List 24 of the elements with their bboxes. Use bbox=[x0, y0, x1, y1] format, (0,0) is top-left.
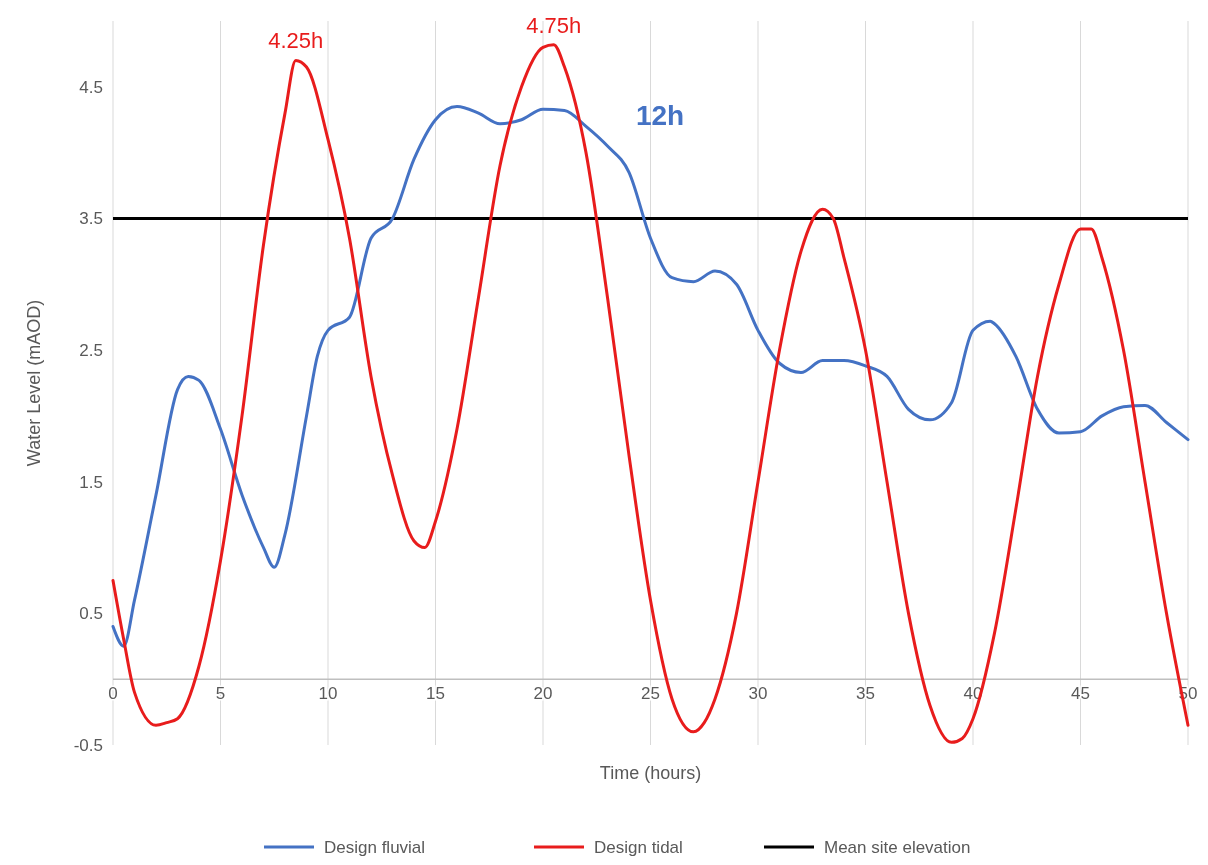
x-tick-label: 5 bbox=[215, 684, 226, 704]
y-tick-label: 3.5 bbox=[79, 209, 103, 229]
y-tick-label: -0.5 bbox=[73, 736, 103, 755]
x-tick-label: 20 bbox=[533, 684, 553, 704]
annotation: 4.75h bbox=[526, 12, 582, 38]
legend-label: Mean site elevation bbox=[824, 838, 971, 857]
y-tick-label: 4.5 bbox=[79, 77, 103, 97]
y-tick-label: 1.5 bbox=[79, 472, 103, 492]
annotation: 4.25h bbox=[268, 28, 324, 54]
y-axis-title: Water Level (mAOD) bbox=[24, 299, 44, 467]
y-tick-label: 0.5 bbox=[79, 604, 103, 624]
annotation: 12h bbox=[635, 100, 685, 131]
x-tick-label: 15 bbox=[426, 684, 445, 704]
x-tick-label: 35 bbox=[856, 684, 875, 704]
legend-label: Design tidal bbox=[594, 838, 683, 857]
x-tick-label: 25 bbox=[641, 684, 660, 704]
legend-label: Design fluvial bbox=[324, 838, 426, 857]
x-tick-label: 45 bbox=[1071, 684, 1090, 704]
x-tick-label: 0 bbox=[108, 684, 118, 704]
x-tick-label: 30 bbox=[748, 684, 768, 704]
x-axis-title: Time (hours) bbox=[599, 763, 702, 783]
x-tick-label: 10 bbox=[318, 684, 338, 704]
line-series bbox=[111, 105, 1190, 648]
y-tick-label: 2.5 bbox=[79, 341, 103, 361]
